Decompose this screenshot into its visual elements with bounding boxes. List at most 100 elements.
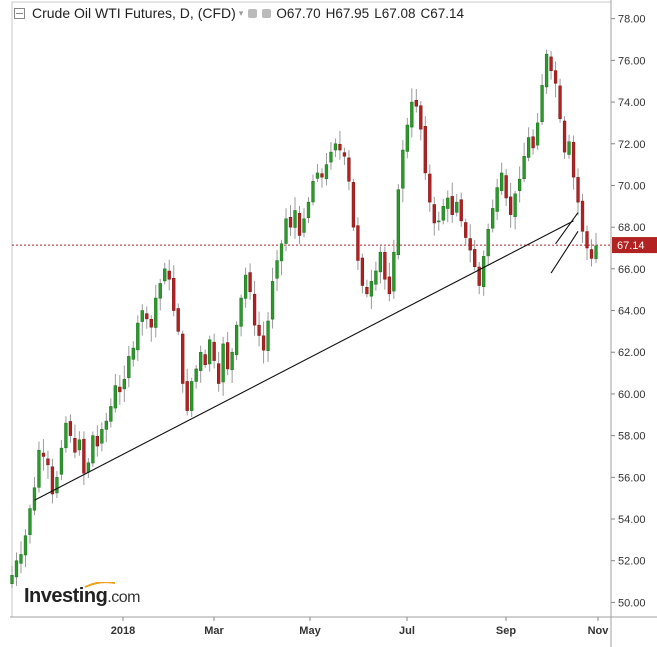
candle [455, 201, 459, 213]
candle [203, 354, 207, 365]
candle [266, 320, 270, 351]
candle [369, 281, 374, 297]
chevron-down-icon[interactable]: ▾ [238, 7, 244, 18]
candle [252, 293, 257, 326]
candle [154, 297, 158, 328]
trendline[interactable] [34, 220, 574, 501]
candle [396, 189, 400, 256]
y-tick-label: 70.00 [618, 180, 646, 192]
candle [41, 452, 46, 457]
candle [311, 181, 315, 203]
candle [414, 100, 418, 107]
candle [217, 363, 221, 384]
investing-logo: Investing.com [24, 582, 140, 608]
candle [257, 324, 261, 336]
candle [509, 196, 513, 215]
candle [104, 420, 108, 430]
y-tick-label: 76.00 [618, 55, 646, 67]
trendline[interactable] [550, 231, 579, 274]
candle [387, 276, 391, 295]
candle [145, 313, 149, 320]
candle [158, 283, 162, 299]
candle [374, 270, 378, 285]
candle [239, 297, 243, 327]
current-price-label: 67.14 [617, 240, 645, 252]
candle [594, 245, 598, 259]
current-price-tag [612, 237, 657, 254]
gear-icon[interactable] [262, 8, 272, 18]
candle [517, 178, 522, 191]
x-tick-label: Sep [496, 625, 516, 637]
candle [401, 149, 405, 189]
candle [567, 141, 571, 155]
candle [544, 53, 549, 88]
candle [194, 368, 198, 382]
candle [306, 201, 311, 218]
candle [19, 554, 23, 564]
candle [59, 447, 64, 475]
candle [338, 144, 342, 151]
candle [243, 274, 248, 299]
eye-icon[interactable] [248, 8, 258, 18]
candle [410, 101, 414, 128]
candle [351, 182, 356, 228]
candle [50, 466, 55, 495]
candle [320, 173, 324, 178]
candle [293, 210, 297, 228]
y-tick-label: 74.00 [618, 97, 646, 109]
candle [446, 197, 450, 209]
ohlc-open: O67.70 [276, 5, 321, 21]
candle [95, 435, 99, 447]
candle [199, 351, 203, 371]
candle [302, 218, 306, 233]
candle [270, 281, 275, 320]
candle [526, 137, 531, 158]
ohlc-low: L67.08 [374, 5, 416, 21]
candle [491, 208, 495, 229]
logo-swoosh-icon [84, 582, 116, 588]
candle [32, 487, 37, 511]
candle [347, 157, 351, 182]
candle [279, 243, 284, 262]
candle [55, 477, 59, 494]
candle [423, 126, 427, 174]
y-tick-label: 72.00 [618, 139, 646, 151]
candle [176, 308, 180, 332]
candle [459, 199, 463, 222]
candle [419, 105, 423, 130]
candle [73, 438, 77, 453]
candle [405, 124, 409, 152]
y-tick-label: 52.00 [618, 556, 646, 568]
candle [225, 342, 230, 370]
candle [10, 575, 14, 584]
y-tick-label: 56.00 [618, 472, 646, 484]
candle [482, 256, 486, 287]
candle [553, 70, 558, 84]
candle [504, 175, 508, 199]
candle [23, 535, 28, 556]
candle [149, 318, 153, 328]
candle [333, 143, 338, 151]
x-tick-label: 2018 [111, 625, 135, 637]
candle [297, 213, 302, 236]
candlestick-chart[interactable]: 50.00 52.00 54.00 56.00 58.00 60.00 62.00 64.00… [10, 0, 657, 647]
collapse-icon[interactable] [14, 7, 25, 19]
candle [580, 200, 585, 232]
candle [122, 379, 126, 390]
y-tick-label: 60.00 [618, 389, 646, 401]
candle [589, 249, 594, 259]
chart-title[interactable]: Crude Oil WTI Futures, D, (CFD) [32, 5, 236, 21]
candle [500, 172, 504, 191]
candle [140, 310, 144, 322]
candle [190, 381, 194, 411]
ohlc-close: C67.14 [420, 5, 465, 21]
candle [432, 204, 436, 224]
candle [585, 231, 589, 249]
candle [378, 251, 383, 273]
candle [450, 196, 454, 215]
trendline[interactable] [555, 212, 579, 245]
candle [437, 220, 441, 223]
candle [118, 386, 122, 393]
candle [383, 251, 387, 280]
candle [221, 343, 225, 383]
